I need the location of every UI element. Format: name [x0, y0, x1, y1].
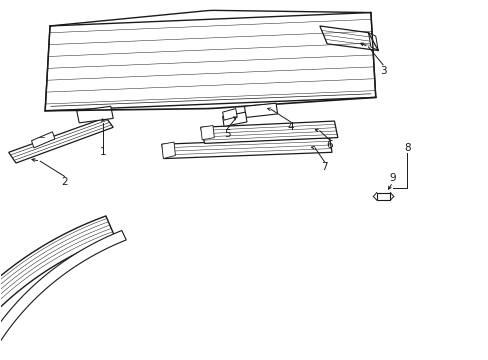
Text: 3: 3 — [379, 66, 386, 76]
Polygon shape — [319, 26, 377, 50]
Text: 5: 5 — [224, 130, 230, 139]
Polygon shape — [0, 216, 115, 360]
Text: 7: 7 — [321, 162, 327, 172]
Polygon shape — [201, 121, 337, 143]
Polygon shape — [162, 138, 331, 158]
Polygon shape — [376, 193, 389, 200]
Text: 1: 1 — [100, 147, 106, 157]
Text: 4: 4 — [287, 122, 293, 132]
Polygon shape — [201, 126, 214, 140]
Polygon shape — [45, 13, 375, 111]
Polygon shape — [222, 112, 246, 126]
Text: 9: 9 — [388, 173, 395, 183]
Polygon shape — [368, 33, 377, 50]
Text: 6: 6 — [325, 140, 332, 150]
Text: 2: 2 — [61, 177, 68, 187]
Polygon shape — [77, 106, 113, 123]
Text: 8: 8 — [403, 143, 410, 153]
Polygon shape — [9, 117, 113, 163]
Polygon shape — [162, 142, 175, 158]
Polygon shape — [222, 109, 237, 120]
Polygon shape — [0, 230, 126, 360]
Polygon shape — [31, 132, 55, 148]
Polygon shape — [244, 103, 277, 117]
